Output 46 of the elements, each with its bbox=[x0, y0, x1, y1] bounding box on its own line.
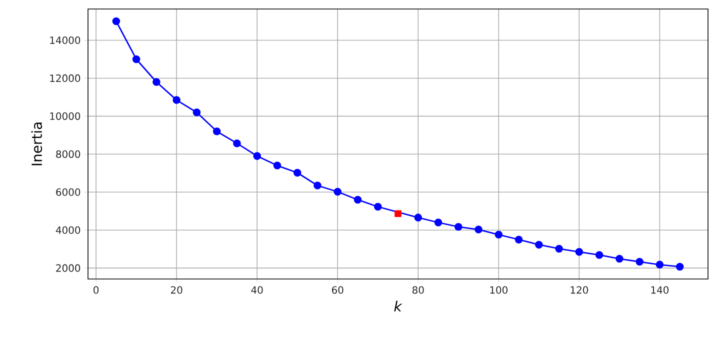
y-tick-label: 8000 bbox=[56, 150, 80, 158]
y-tick-label: 10000 bbox=[50, 112, 80, 120]
point bbox=[314, 182, 322, 190]
x-axis-title: k bbox=[394, 300, 402, 312]
x-tick-label: 0 bbox=[94, 286, 99, 294]
point bbox=[595, 251, 604, 259]
y-axis-title: Inertia bbox=[31, 122, 42, 166]
point bbox=[535, 240, 543, 249]
point bbox=[233, 139, 241, 148]
point bbox=[172, 96, 180, 104]
point bbox=[152, 78, 160, 86]
x-tick-label: 100 bbox=[490, 286, 508, 294]
point bbox=[494, 230, 503, 239]
y-tick-label: 6000 bbox=[56, 188, 80, 196]
point bbox=[656, 260, 664, 269]
x-tick-label: 20 bbox=[170, 286, 182, 294]
point bbox=[616, 254, 624, 263]
point bbox=[212, 127, 221, 136]
x-tick-label: 40 bbox=[251, 286, 263, 294]
point bbox=[334, 188, 342, 196]
x-tick-label: 80 bbox=[412, 286, 424, 294]
y-tick-label: 12000 bbox=[50, 74, 80, 82]
point bbox=[636, 258, 644, 266]
y-tick-label: 14000 bbox=[50, 36, 80, 44]
point bbox=[676, 262, 684, 271]
point bbox=[514, 236, 523, 244]
point bbox=[354, 196, 362, 204]
point bbox=[253, 152, 261, 160]
x-tick-label: 120 bbox=[570, 286, 588, 294]
point bbox=[555, 244, 563, 253]
point bbox=[414, 214, 422, 222]
y-tick-label: 2000 bbox=[56, 264, 80, 272]
point bbox=[454, 222, 462, 231]
point bbox=[374, 202, 382, 211]
y-tick-label: 4000 bbox=[56, 226, 80, 234]
x-tick-label: 60 bbox=[332, 286, 344, 294]
point bbox=[394, 210, 402, 217]
point bbox=[434, 218, 442, 226]
point bbox=[112, 17, 120, 26]
point bbox=[192, 108, 201, 116]
point bbox=[293, 168, 302, 177]
x-tick-label: 140 bbox=[651, 286, 669, 294]
point bbox=[575, 248, 584, 256]
point bbox=[273, 162, 282, 170]
point bbox=[474, 226, 482, 234]
point bbox=[132, 55, 140, 64]
